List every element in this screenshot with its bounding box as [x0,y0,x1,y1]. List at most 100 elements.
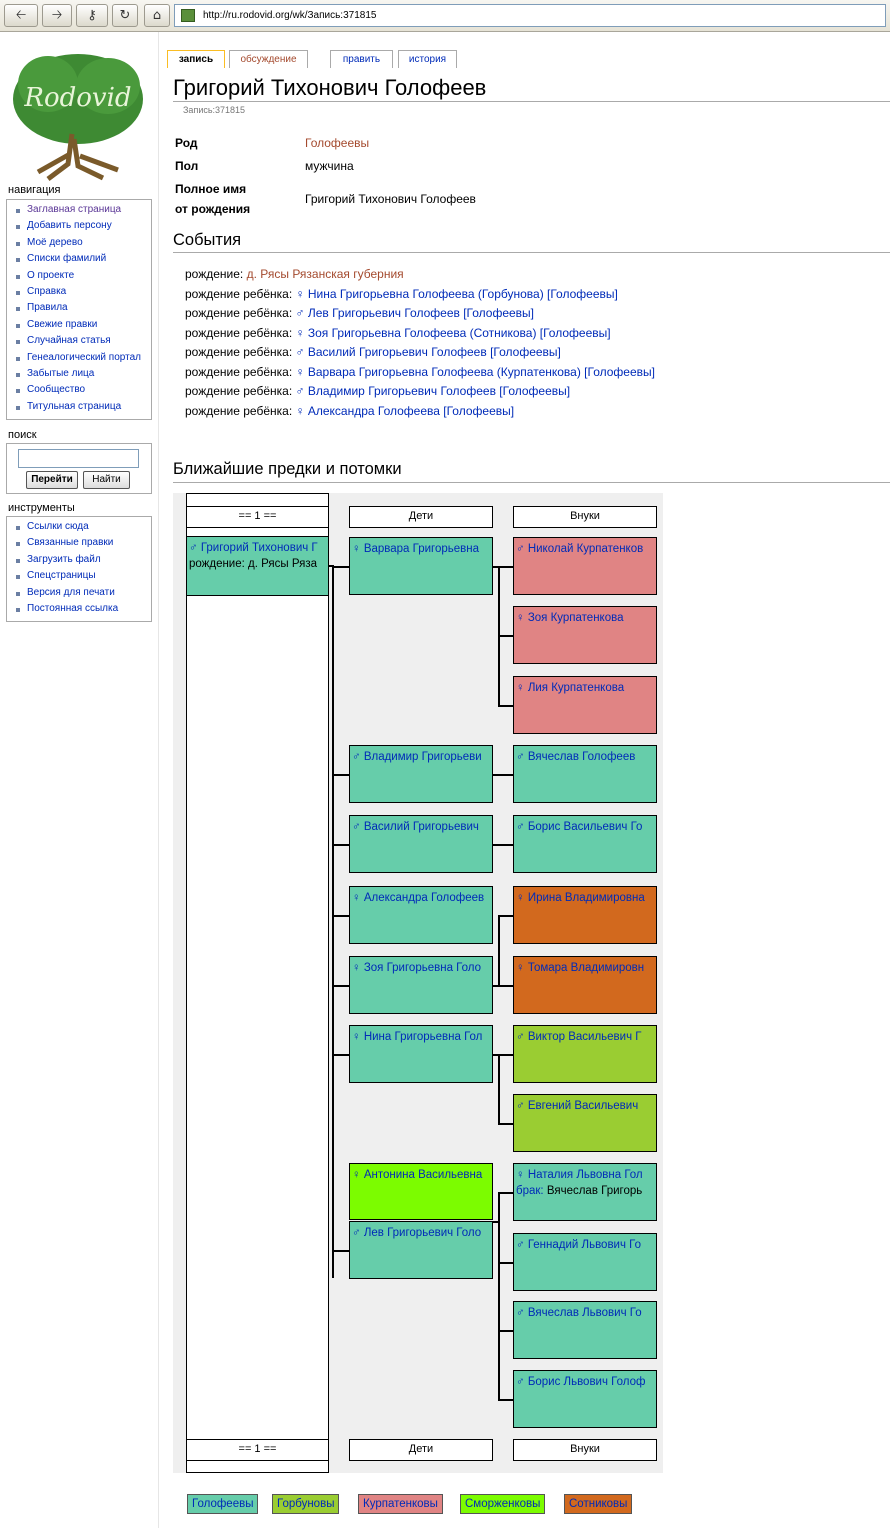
grandchild-name[interactable]: ♂ Виктор Васильевич Г [516,1031,642,1043]
legend-item[interactable]: Курпатенковы [358,1494,443,1514]
marriage-spouse[interactable]: Вячеслав Григорь [546,1185,643,1197]
sidebar-tool-item[interactable]: Загрузить файл [7,552,151,568]
legend-item[interactable]: Голофеевы [187,1494,259,1514]
sidebar-nav-link[interactable]: Забытые лица [27,367,95,379]
child-card[interactable]: ♂ Лев Григорьевич Голо [349,1221,493,1279]
grandchild-card[interactable]: ♂ Вячеслав Голофеев [513,745,657,803]
sidebar-nav-item[interactable]: Заглавная страница [7,202,151,218]
sidebar-nav-item[interactable]: Списки фамилий [7,251,151,267]
root-person-name[interactable]: ♂ Григорий Тихонович Г [189,542,318,554]
home-button[interactable]: ⌂ [144,4,170,27]
child-name[interactable]: ♀ Зоя Григорьевна Голо [352,962,481,974]
grandchild-name[interactable]: ♂ Вячеслав Голофеев [516,751,636,763]
legend-item[interactable]: Сотниковы [564,1494,633,1514]
sidebar-tool-link[interactable]: Спецстраницы [27,570,96,582]
grandchild-card[interactable]: ♂ Борис Львович Голоф [513,1370,657,1428]
grandchild-card[interactable]: ♂ Геннадий Львович Го [513,1233,657,1291]
child-name[interactable]: ♂ Владимир Григорьеви [352,751,482,763]
root-person-card[interactable]: ♂ Григорий Тихонович Г рождение: д. Рясы … [186,536,329,596]
event-person-link[interactable]: Зоя Григорьевна Голофеева (Сотникова) [Г… [307,325,611,340]
grandchild-name[interactable]: ♀ Зоя Курпатенкова [516,612,624,624]
event-person-link[interactable]: Лев Григорьевич Голофеев [Голофеевы] [307,306,535,320]
sidebar-nav-link[interactable]: Случайная статья [27,335,111,347]
sidebar-nav-link[interactable]: Списки фамилий [27,253,107,265]
tab-record[interactable]: запись [167,50,225,68]
sidebar-tool-item[interactable]: Постоянная ссылка [7,601,151,617]
sidebar-nav-item[interactable]: Титульная страница [7,399,151,415]
sidebar-nav-link[interactable]: Заглавная страница [27,204,122,215]
sidebar-nav-item[interactable]: Добавить персону [7,218,151,234]
child-name[interactable]: ♀ Александра Голофеев [352,892,485,904]
grandchild-name[interactable]: ♂ Николай Курпатенков [516,543,644,555]
sidebar-nav-item[interactable]: Свежие правки [7,317,151,333]
event-person-link[interactable]: Александра Голофеева [Голофеевы] [307,403,515,418]
search-input[interactable] [18,449,139,468]
child-card[interactable]: ♂ Владимир Григорьеви [349,745,493,803]
child-card[interactable]: ♂ Василий Григорьевич [349,815,493,873]
sidebar-tool-link[interactable]: Версия для печати [27,586,115,598]
grandchild-card[interactable]: ♂ Николай Курпатенков [513,537,657,595]
grandchild-name[interactable]: ♀ Лия Курпатенкова [516,682,625,694]
child-name[interactable]: ♀ Антонина Васильевна [352,1169,483,1181]
back-button[interactable]: 🡠 [4,4,38,27]
reload-button[interactable]: ↻ [112,4,138,27]
sidebar-nav-item[interactable]: Случайная статья [7,333,151,349]
grandchild-card[interactable]: ♂ Виктор Васильевич Г [513,1025,657,1083]
sidebar-tool-link[interactable]: Ссылки сюда [27,521,89,532]
grandchild-card[interactable]: ♀ Ирина Владимировна [513,886,657,944]
child-card[interactable]: ♀ Нина Григорьевна Гол [349,1025,493,1083]
rodovid-logo[interactable]: Rodovid [8,44,148,184]
grandchild-name[interactable]: ♂ Евгений Васильевич [516,1100,639,1112]
grandchild-card[interactable]: ♂ Борис Васильевич Го [513,815,657,873]
sidebar-tool-item[interactable]: Ссылки сюда [7,519,151,535]
sidebar-nav-item[interactable]: Забытые лица [7,366,151,382]
sidebar-tool-link[interactable]: Постоянная ссылка [27,602,119,614]
sidebar-nav-link[interactable]: Сообщество [27,384,86,396]
event-place-link[interactable]: д. Рясы Рязанская губерния [246,267,404,281]
grandchild-card[interactable]: ♀ Томара Владимировн [513,956,657,1014]
child-name[interactable]: ♂ Лев Григорьевич Голо [352,1227,482,1239]
sidebar-nav-link[interactable]: Моё дерево [27,236,83,248]
child-name[interactable]: ♂ Василий Григорьевич [352,821,479,833]
sidebar-nav-link[interactable]: Титульная страница [27,400,122,412]
sidebar-nav-link[interactable]: Добавить персону [27,220,112,232]
sidebar-nav-item[interactable]: Справка [7,284,151,300]
sidebar-tool-item[interactable]: Связанные правки [7,535,151,551]
grandchild-name[interactable]: ♂ Борис Васильевич Го [516,821,643,833]
legend-item[interactable]: Сморженковы [460,1494,546,1514]
grandchild-card[interactable]: ♀ Наталия Львовна Гол брак: Вячеслав Григ… [513,1163,657,1221]
child-name[interactable]: ♀ Варвара Григорьевна [352,543,480,555]
sidebar-nav-link[interactable]: Генеалогический портал [27,351,141,363]
grandchild-name[interactable]: ♀ Наталия Львовна Гол [516,1169,643,1181]
url-bar[interactable]: http://ru.rodovid.org/wk/Запись:371815 [174,4,886,27]
child-card[interactable]: ♀ Варвара Григорьевна [349,537,493,595]
grandchild-card[interactable]: ♂ Вячеслав Львович Го [513,1301,657,1359]
go-button[interactable]: Перейти [26,471,78,489]
sidebar-tool-link[interactable]: Связанные правки [27,537,114,549]
event-person-link[interactable]: Василий Григорьевич Голофеев [Голофеевы] [307,345,561,359]
sidebar-nav-item[interactable]: Сообщество [7,382,151,398]
find-button[interactable]: Найти [83,471,130,489]
grandchild-name[interactable]: ♂ Борис Львович Голоф [516,1376,646,1388]
sidebar-nav-item[interactable]: О проекте [7,268,151,284]
field-value-rod[interactable]: Голофеевы [305,136,370,150]
legend-item[interactable]: Горбуновы [272,1494,340,1514]
sidebar-nav-item[interactable]: Правила [7,300,151,316]
key-button[interactable]: ⚷ [76,4,108,27]
tab-history[interactable]: история [398,50,457,68]
event-person-link[interactable]: Владимир Григорьевич Голофеев [Голофеевы… [307,384,571,398]
event-person-link[interactable]: Варвара Григорьевна Голофеева (Курпатенк… [307,364,655,379]
sidebar-nav-link[interactable]: Свежие правки [27,318,98,330]
forward-button[interactable]: 🡢 [42,4,72,27]
grandchild-card[interactable]: ♂ Евгений Васильевич [513,1094,657,1152]
grandchild-name[interactable]: ♂ Вячеслав Львович Го [516,1307,642,1319]
grandchild-name[interactable]: ♀ Томара Владимировн [516,962,645,974]
grandchild-card[interactable]: ♀ Зоя Курпатенкова [513,606,657,664]
sidebar-nav-link[interactable]: Правила [27,302,68,314]
sidebar-nav-item[interactable]: Моё дерево [7,235,151,251]
sidebar-nav-link[interactable]: О проекте [27,269,75,281]
tab-edit[interactable]: править [330,50,393,68]
sidebar-tool-item[interactable]: Версия для печати [7,585,151,601]
grandchild-name[interactable]: ♀ Ирина Владимировна [516,892,645,904]
child-card[interactable]: ♀ Зоя Григорьевна Голо [349,956,493,1014]
